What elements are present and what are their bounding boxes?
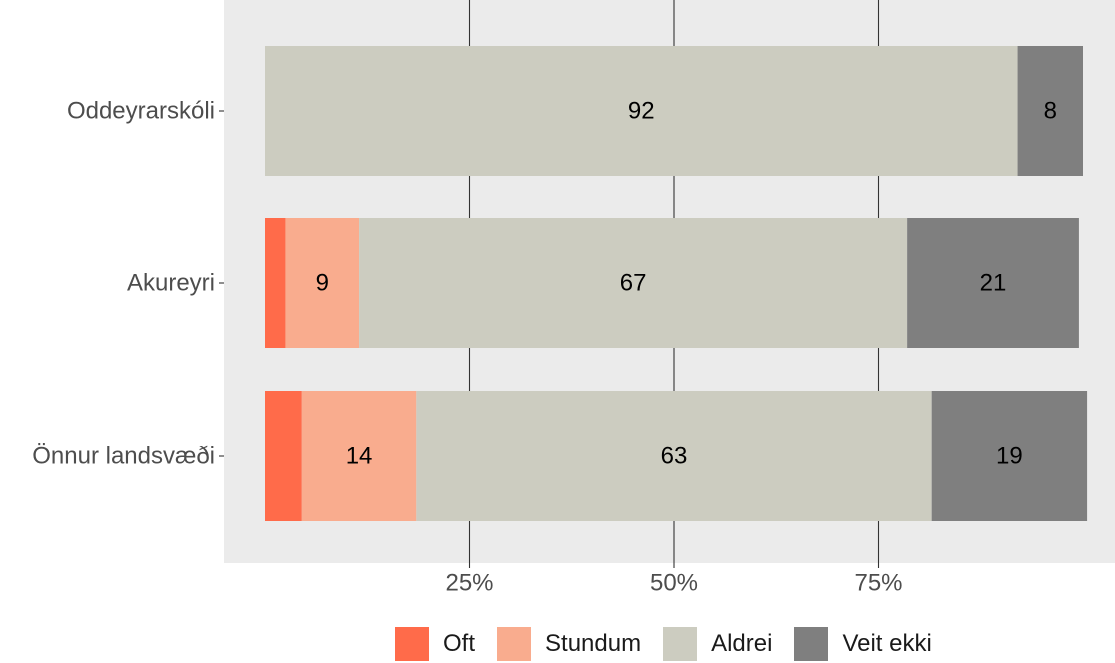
- legend-label-veit-ekki: Veit ekki: [842, 630, 932, 657]
- data-label-akureyri-aldrei: 67: [620, 270, 647, 297]
- bar-akureyri-veit-ekki: [907, 218, 1079, 348]
- legend-label-aldrei: Aldrei: [711, 630, 773, 657]
- data-label-onnur-landsv-i-stundum: 14: [346, 443, 373, 470]
- bar-onnur-landsv-i-veit-ekki: [931, 391, 1088, 521]
- data-label-onnur-landsv-i-veit-ekki: 19: [996, 443, 1023, 470]
- y-axis: Oddeyrarskóli Akureyri Önnur landsvæði: [32, 98, 224, 470]
- bar-onnur-landsv-i-aldrei: [416, 391, 932, 521]
- legend-key-oft: [395, 627, 429, 661]
- bar-akureyri-stundum: [285, 218, 360, 348]
- data-label-oddeyrarskoli-veit-ekki: 8: [1044, 98, 1057, 125]
- legend-item-oft: Oft: [395, 627, 475, 661]
- y-tick-label-akureyri: Akureyri: [127, 270, 215, 297]
- legend-item-veit-ekki: Veit ekki: [794, 627, 932, 661]
- legend-item-stundum: Stundum: [497, 627, 641, 661]
- x-axis: 25% 50% 75%: [445, 563, 903, 597]
- legend-key-veit-ekki: [794, 627, 829, 661]
- legend-key-stundum: [497, 627, 532, 661]
- legend: Oft Stundum Aldrei Veit ekki: [395, 626, 954, 662]
- legend-label-oft: Oft: [443, 630, 476, 657]
- bar-akureyri-oft: [265, 218, 286, 348]
- legend-item-aldrei: Aldrei: [663, 627, 772, 661]
- bar-onnur-landsv-i-stundum: [301, 391, 417, 521]
- x-tick-label-50: 50%: [650, 570, 698, 597]
- x-tick-label-25: 25%: [445, 570, 493, 597]
- data-label-oddeyrarskoli-aldrei: 92: [628, 98, 655, 125]
- legend-label-stundum: Stundum: [545, 630, 642, 657]
- bar-onnur-landsv-i-oft: [265, 391, 302, 521]
- x-tick-label-75: 75%: [854, 570, 902, 597]
- bars: 92 8 9 67 21 14 63 19: [265, 46, 1088, 521]
- data-label-onnur-landsv-i-aldrei: 63: [661, 443, 688, 470]
- bar-oddeyrarskoli-aldrei: [265, 46, 1018, 176]
- y-tick-label-oddeyrarskoli: Oddeyrarskóli: [67, 98, 215, 125]
- bar-akureyri-aldrei: [359, 218, 908, 348]
- data-label-akureyri-veit-ekki: 21: [980, 270, 1007, 297]
- legend-key-aldrei: [663, 627, 698, 661]
- bar-oddeyrarskoli-veit-ekki: [1017, 46, 1083, 176]
- y-tick-label-onnur-landsv-i: Önnur landsvæði: [32, 443, 215, 470]
- data-label-akureyri-stundum: 9: [316, 270, 329, 297]
